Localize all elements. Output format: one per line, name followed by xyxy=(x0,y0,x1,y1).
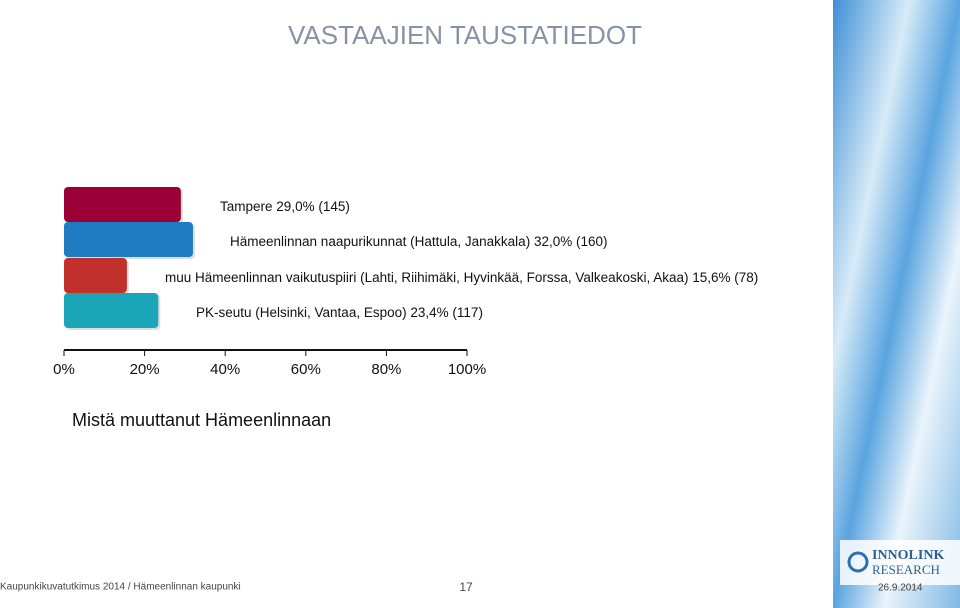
bar-label: PK-seutu (Helsinki, Vantaa, Espoo) 23,4%… xyxy=(196,305,483,320)
category-label: muu Hämeenlinnan vaikutuspiiri (Lahti, R… xyxy=(165,270,688,285)
value-label: 29,0% xyxy=(276,199,314,214)
count-label: (160) xyxy=(576,234,608,249)
decor-strip xyxy=(833,0,960,608)
page-number: 17 xyxy=(459,580,473,594)
x-tick-label: 0% xyxy=(53,361,75,378)
x-tick-label: 80% xyxy=(371,361,401,378)
count-label: (145) xyxy=(318,199,350,214)
axis-title: Mistä muuttanut Hämeenlinnaan xyxy=(72,410,331,430)
x-tick-label: 100% xyxy=(448,361,486,378)
x-tick-label: 40% xyxy=(210,361,240,378)
category-label: Hämeenlinnan naapurikunnat (Hattula, Jan… xyxy=(230,234,530,249)
bar xyxy=(64,187,181,222)
value-label: 32,0% xyxy=(534,234,572,249)
bar xyxy=(64,293,159,328)
x-tick-label: 60% xyxy=(291,361,321,378)
logo-text: INNOLINK xyxy=(872,548,944,563)
category-label: Tampere xyxy=(220,199,273,214)
count-label: (117) xyxy=(452,305,483,320)
bar xyxy=(64,222,193,257)
logo-icon xyxy=(847,551,869,573)
x-tick-label: 20% xyxy=(130,361,160,378)
value-label: 15,6% xyxy=(692,270,730,285)
chart-title: VASTAAJIEN TAUSTATIEDOT xyxy=(288,20,642,50)
bar-label: muu Hämeenlinnan vaikutuspiiri (Lahti, R… xyxy=(165,270,758,285)
value-label: 23,4% xyxy=(410,305,448,320)
bar-label: Tampere 29,0% (145) xyxy=(220,199,350,214)
logo-text: RESEARCH xyxy=(872,562,940,577)
footer-text: Kaupunkikuvatutkimus 2014 / Hämeenlinnan… xyxy=(0,582,241,593)
category-label: PK-seutu (Helsinki, Vantaa, Espoo) xyxy=(196,305,407,320)
logo-bg xyxy=(840,540,960,585)
count-label: (78) xyxy=(734,270,758,285)
bar xyxy=(64,258,127,293)
footer-date: 26.9.2014 xyxy=(878,583,923,594)
bar-label: Hämeenlinnan naapurikunnat (Hattula, Jan… xyxy=(230,234,608,249)
